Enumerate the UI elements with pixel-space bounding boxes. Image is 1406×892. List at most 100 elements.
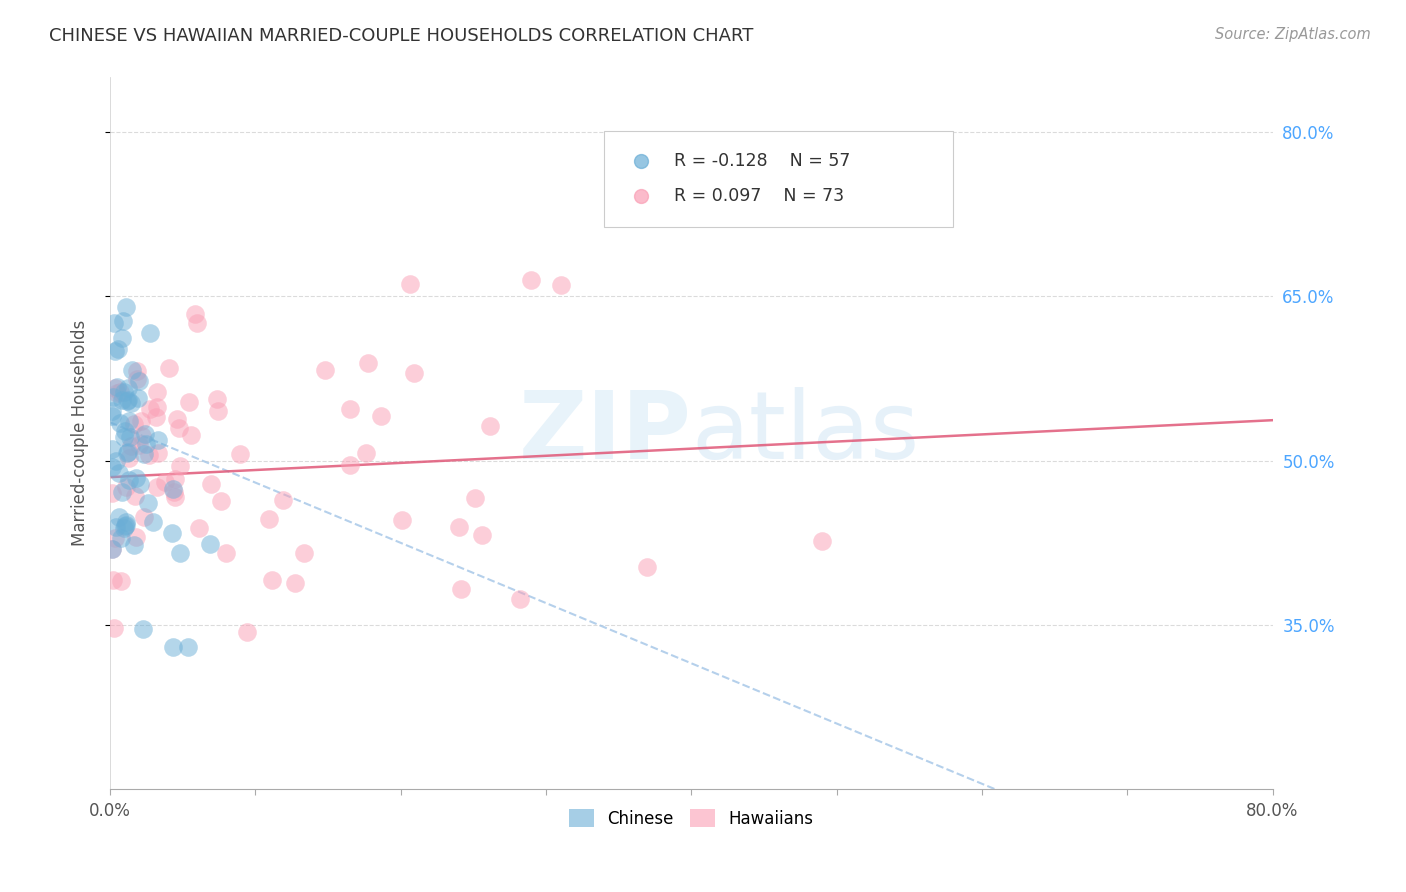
- Hawaiians: [125, 530, 148, 544]
- Chinese: [117, 381, 139, 395]
- Chinese: [134, 426, 156, 441]
- Chinese: [146, 433, 169, 447]
- Hawaiians: [520, 273, 543, 287]
- Hawaiians: [132, 509, 155, 524]
- Hawaiians: [550, 278, 572, 293]
- Hawaiians: [478, 419, 501, 434]
- Hawaiians: [180, 428, 202, 442]
- Hawaiians: [146, 446, 169, 460]
- Text: R = -0.128    N = 57: R = -0.128 N = 57: [673, 152, 851, 169]
- Chinese: [110, 531, 132, 545]
- Chinese: [112, 385, 135, 400]
- Hawaiians: [105, 385, 128, 400]
- Legend: Chinese, Hawaiians: Chinese, Hawaiians: [562, 803, 820, 834]
- Chinese: [105, 520, 128, 534]
- Hawaiians: [398, 277, 420, 292]
- Text: CHINESE VS HAWAIIAN MARRIED-COUPLE HOUSEHOLDS CORRELATION CHART: CHINESE VS HAWAIIAN MARRIED-COUPLE HOUSE…: [49, 27, 754, 45]
- Hawaiians: [108, 385, 131, 400]
- Text: R = 0.097    N = 73: R = 0.097 N = 73: [673, 187, 844, 205]
- Chinese: [169, 546, 191, 560]
- Hawaiians: [339, 458, 361, 472]
- Hawaiians: [145, 400, 167, 414]
- Hawaiians: [811, 534, 834, 549]
- Chinese: [118, 414, 141, 428]
- Hawaiians: [183, 307, 205, 321]
- Hawaiians: [103, 621, 125, 635]
- Chinese: [160, 525, 183, 540]
- Chinese: [162, 482, 184, 496]
- Hawaiians: [131, 429, 153, 443]
- Chinese: [132, 623, 155, 637]
- Chinese: [128, 477, 150, 491]
- Y-axis label: Married-couple Households: Married-couple Households: [72, 320, 89, 547]
- Hawaiians: [129, 414, 152, 428]
- Hawaiians: [103, 381, 125, 395]
- Hawaiians: [236, 625, 259, 640]
- Hawaiians: [120, 439, 142, 453]
- Chinese: [100, 403, 122, 417]
- Hawaiians: [124, 489, 146, 503]
- Hawaiians: [163, 485, 186, 500]
- Chinese: [115, 393, 138, 408]
- Text: atlas: atlas: [692, 387, 920, 479]
- FancyBboxPatch shape: [605, 131, 953, 227]
- Hawaiians: [138, 448, 160, 462]
- Hawaiians: [471, 527, 494, 541]
- Hawaiians: [357, 356, 380, 370]
- Chinese: [142, 515, 165, 529]
- Chinese: [104, 344, 127, 359]
- Hawaiians: [166, 412, 188, 426]
- Hawaiians: [450, 582, 472, 596]
- Chinese: [103, 316, 125, 330]
- Chinese: [198, 537, 221, 551]
- Chinese: [107, 466, 129, 480]
- Chinese: [115, 445, 138, 459]
- Chinese: [135, 436, 157, 450]
- Hawaiians: [155, 475, 177, 490]
- Hawaiians: [391, 513, 413, 527]
- Chinese: [138, 326, 160, 341]
- Hawaiians: [464, 491, 486, 506]
- Hawaiians: [292, 546, 315, 560]
- Hawaiians: [165, 471, 187, 485]
- Chinese: [101, 409, 124, 423]
- Text: ZIP: ZIP: [519, 387, 692, 479]
- Hawaiians: [200, 477, 222, 491]
- Hawaiians: [100, 485, 122, 500]
- Chinese: [122, 538, 145, 552]
- Hawaiians: [125, 372, 148, 386]
- Hawaiians: [186, 317, 208, 331]
- Hawaiians: [284, 576, 307, 591]
- Chinese: [117, 392, 139, 407]
- Hawaiians: [128, 438, 150, 452]
- Hawaiians: [146, 384, 169, 399]
- Hawaiians: [257, 512, 280, 526]
- Hawaiians: [145, 409, 167, 424]
- Hawaiians: [354, 446, 377, 460]
- Chinese: [127, 391, 149, 405]
- Hawaiians: [110, 574, 132, 589]
- Hawaiians: [139, 402, 162, 417]
- Hawaiians: [262, 574, 284, 588]
- Hawaiians: [209, 494, 232, 508]
- Hawaiians: [314, 363, 336, 377]
- Hawaiians: [215, 546, 238, 560]
- Chinese: [114, 424, 136, 438]
- Hawaiians: [229, 447, 252, 461]
- Chinese: [117, 445, 139, 459]
- Hawaiians: [146, 480, 169, 494]
- Chinese: [125, 470, 148, 484]
- Hawaiians: [205, 392, 228, 406]
- Text: Source: ZipAtlas.com: Source: ZipAtlas.com: [1215, 27, 1371, 42]
- Hawaiians: [167, 421, 190, 435]
- Chinese: [107, 342, 129, 356]
- Hawaiians: [636, 560, 658, 574]
- Chinese: [108, 510, 131, 524]
- Hawaiians: [104, 532, 127, 546]
- Hawaiians: [207, 403, 229, 417]
- Hawaiians: [621, 174, 644, 188]
- Hawaiians: [122, 417, 145, 432]
- Hawaiians: [118, 451, 141, 466]
- Chinese: [111, 485, 134, 500]
- Hawaiians: [188, 521, 211, 535]
